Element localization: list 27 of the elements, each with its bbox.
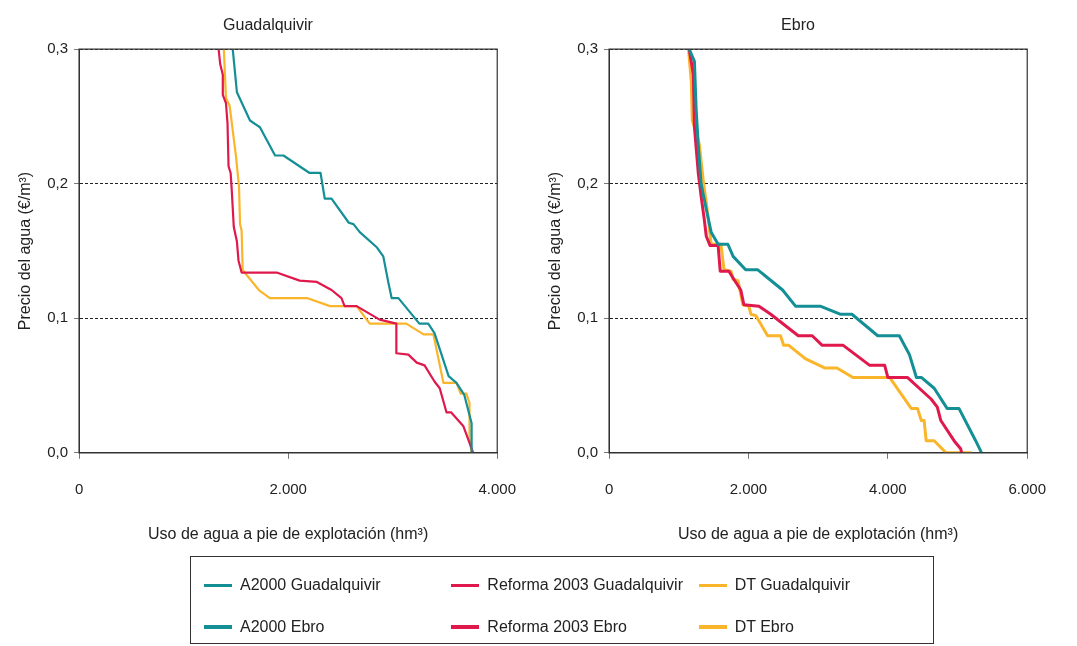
x-axis-title: Uso de agua a pie de explotación (hm³) [678, 524, 959, 542]
legend-label: A2000 Guadalquivir [240, 576, 381, 594]
y-tick-label: 0,0 [577, 442, 599, 460]
x-tick-label: 2.000 [269, 479, 307, 497]
legend-label: DT Ebro [734, 618, 794, 636]
chart-title: Ebro [781, 16, 815, 34]
x-tick-label: 0 [604, 479, 614, 497]
y-axis-title: Precio del agua (€/m³) [546, 171, 564, 331]
legend-label: A2000 Ebro [240, 618, 325, 636]
x-tick-label: 2.000 [729, 479, 768, 497]
y-tick-label: 0,2 [47, 173, 69, 191]
x-tick-label: 6.000 [1008, 479, 1047, 497]
x-tick-label: 0 [74, 479, 84, 497]
legend-label: DT Guadalquivir [734, 576, 850, 594]
y-tick-label: 0,1 [577, 308, 599, 326]
y-tick-label: 0,3 [47, 39, 69, 57]
y-tick-label: 0,2 [577, 173, 599, 191]
x-tick-label: 4.000 [478, 479, 517, 497]
x-tick-label: 4.000 [869, 479, 907, 497]
x-axis-title: Uso de agua a pie de explotación (hm³) [148, 524, 429, 542]
y-tick-label: 0,0 [47, 442, 69, 460]
y-tick-label: 0,1 [47, 308, 69, 326]
y-axis-title: Precio del agua (€/m³) [16, 171, 34, 331]
y-tick-label: 0,3 [577, 39, 599, 57]
legend-label: Reforma 2003 Ebro [487, 618, 627, 636]
legend-label: Reforma 2003 Guadalquivir [487, 576, 683, 594]
chart-title: Guadalquivir [223, 16, 314, 34]
